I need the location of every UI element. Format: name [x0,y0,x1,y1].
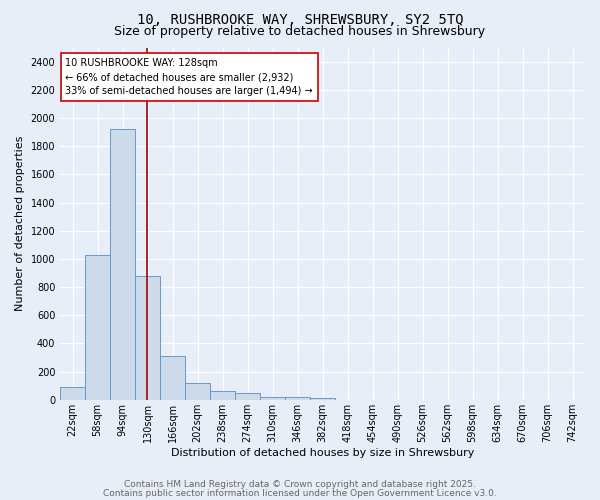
Bar [135,276,160,400]
Bar [85,254,110,400]
Y-axis label: Number of detached properties: Number of detached properties [15,136,25,312]
Bar [160,356,185,400]
Bar [60,387,85,400]
Text: Size of property relative to detached houses in Shrewsbury: Size of property relative to detached ho… [115,25,485,38]
Text: Contains HM Land Registry data © Crown copyright and database right 2025.: Contains HM Land Registry data © Crown c… [124,480,476,489]
X-axis label: Distribution of detached houses by size in Shrewsbury: Distribution of detached houses by size … [171,448,474,458]
Text: 10 RUSHBROOKE WAY: 128sqm
← 66% of detached houses are smaller (2,932)
33% of se: 10 RUSHBROOKE WAY: 128sqm ← 66% of detac… [65,58,313,96]
Bar [185,383,210,400]
Bar [110,129,135,400]
Text: Contains public sector information licensed under the Open Government Licence v3: Contains public sector information licen… [103,488,497,498]
Bar [210,392,235,400]
Bar [285,397,310,400]
Bar [235,394,260,400]
Bar [260,397,285,400]
Text: 10, RUSHBROOKE WAY, SHREWSBURY, SY2 5TQ: 10, RUSHBROOKE WAY, SHREWSBURY, SY2 5TQ [137,12,463,26]
Bar [310,398,335,400]
